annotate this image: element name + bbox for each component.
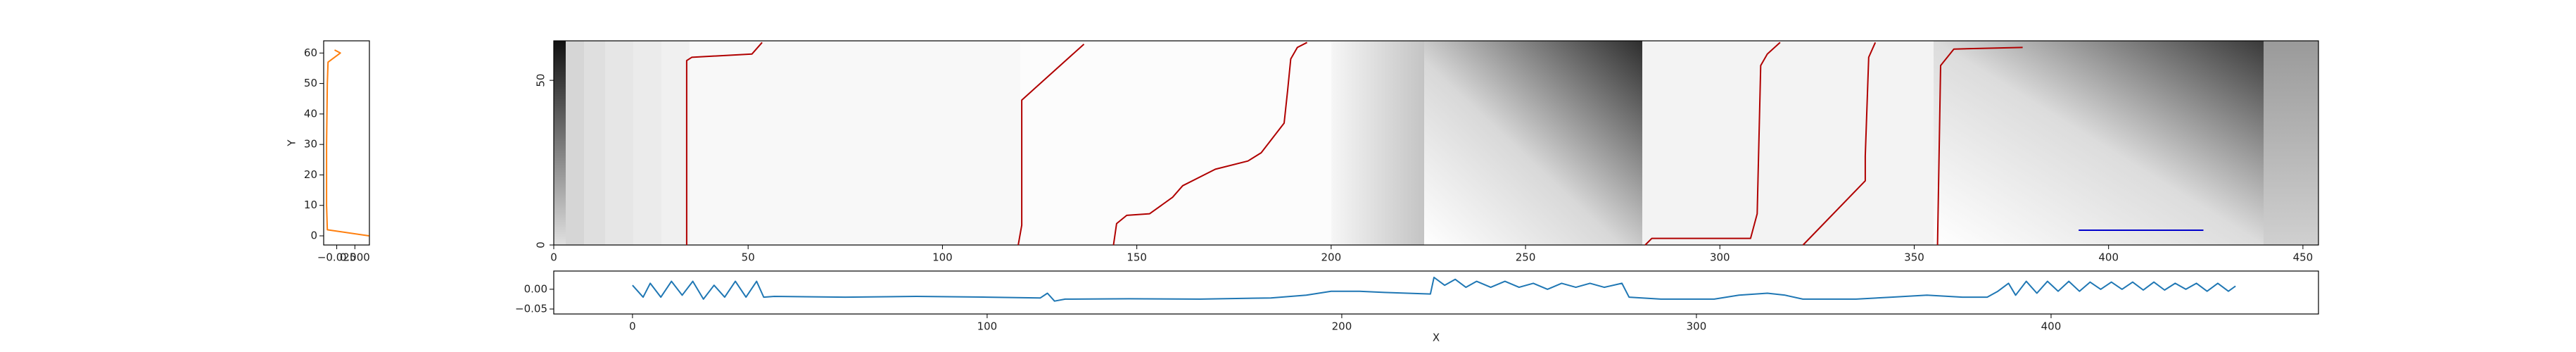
y-tick-label: 20 (304, 168, 317, 181)
x-tick-label: 350 (1904, 251, 1924, 264)
x-tick-label: 300 (1710, 251, 1730, 264)
y-tick-label: 50 (535, 74, 547, 87)
x-tick-label: 100 (977, 320, 998, 333)
y-axis-label: Y (286, 139, 298, 147)
x-axis-label: X (1433, 332, 1440, 344)
x-tick-label: 0 (550, 251, 557, 264)
y-tick-label: 0 (310, 230, 317, 242)
axes-frame (323, 40, 370, 246)
y-tick-label: 30 (304, 138, 317, 151)
x-tick-label: 100 (932, 251, 953, 264)
x-tick-label: 200 (1332, 320, 1352, 333)
y-tick-label: 40 (304, 107, 317, 120)
y-tick-label: 60 (304, 46, 317, 59)
data-line (326, 49, 369, 237)
x-tick-label: 400 (2041, 320, 2062, 333)
x-tick-label: 150 (1127, 251, 1147, 264)
axes-frame (553, 40, 2319, 246)
x-tick-label: 400 (2098, 251, 2119, 264)
axes-frame (553, 270, 2319, 315)
y-tick-label: 10 (304, 199, 317, 211)
data-line (632, 277, 2236, 302)
heatmap (554, 41, 2318, 245)
x-tick-label: 250 (1516, 251, 1536, 264)
data-line (685, 42, 2023, 246)
y-tick-label: −0.05 (515, 302, 547, 315)
x-tick-label: 450 (2293, 251, 2314, 264)
x-tick-label: −0.025 (317, 251, 357, 264)
y-tick-label: 0.00 (524, 282, 547, 295)
x-tick-label: 50 (742, 251, 755, 264)
x-tick-label: 300 (1687, 320, 1707, 333)
x-tick-label: 0 (629, 320, 636, 333)
x-tick-label: 0.000 (340, 251, 370, 264)
y-tick-label: 50 (304, 77, 317, 89)
y-tick-label: 0 (535, 241, 547, 249)
x-tick-label: 200 (1321, 251, 1342, 264)
